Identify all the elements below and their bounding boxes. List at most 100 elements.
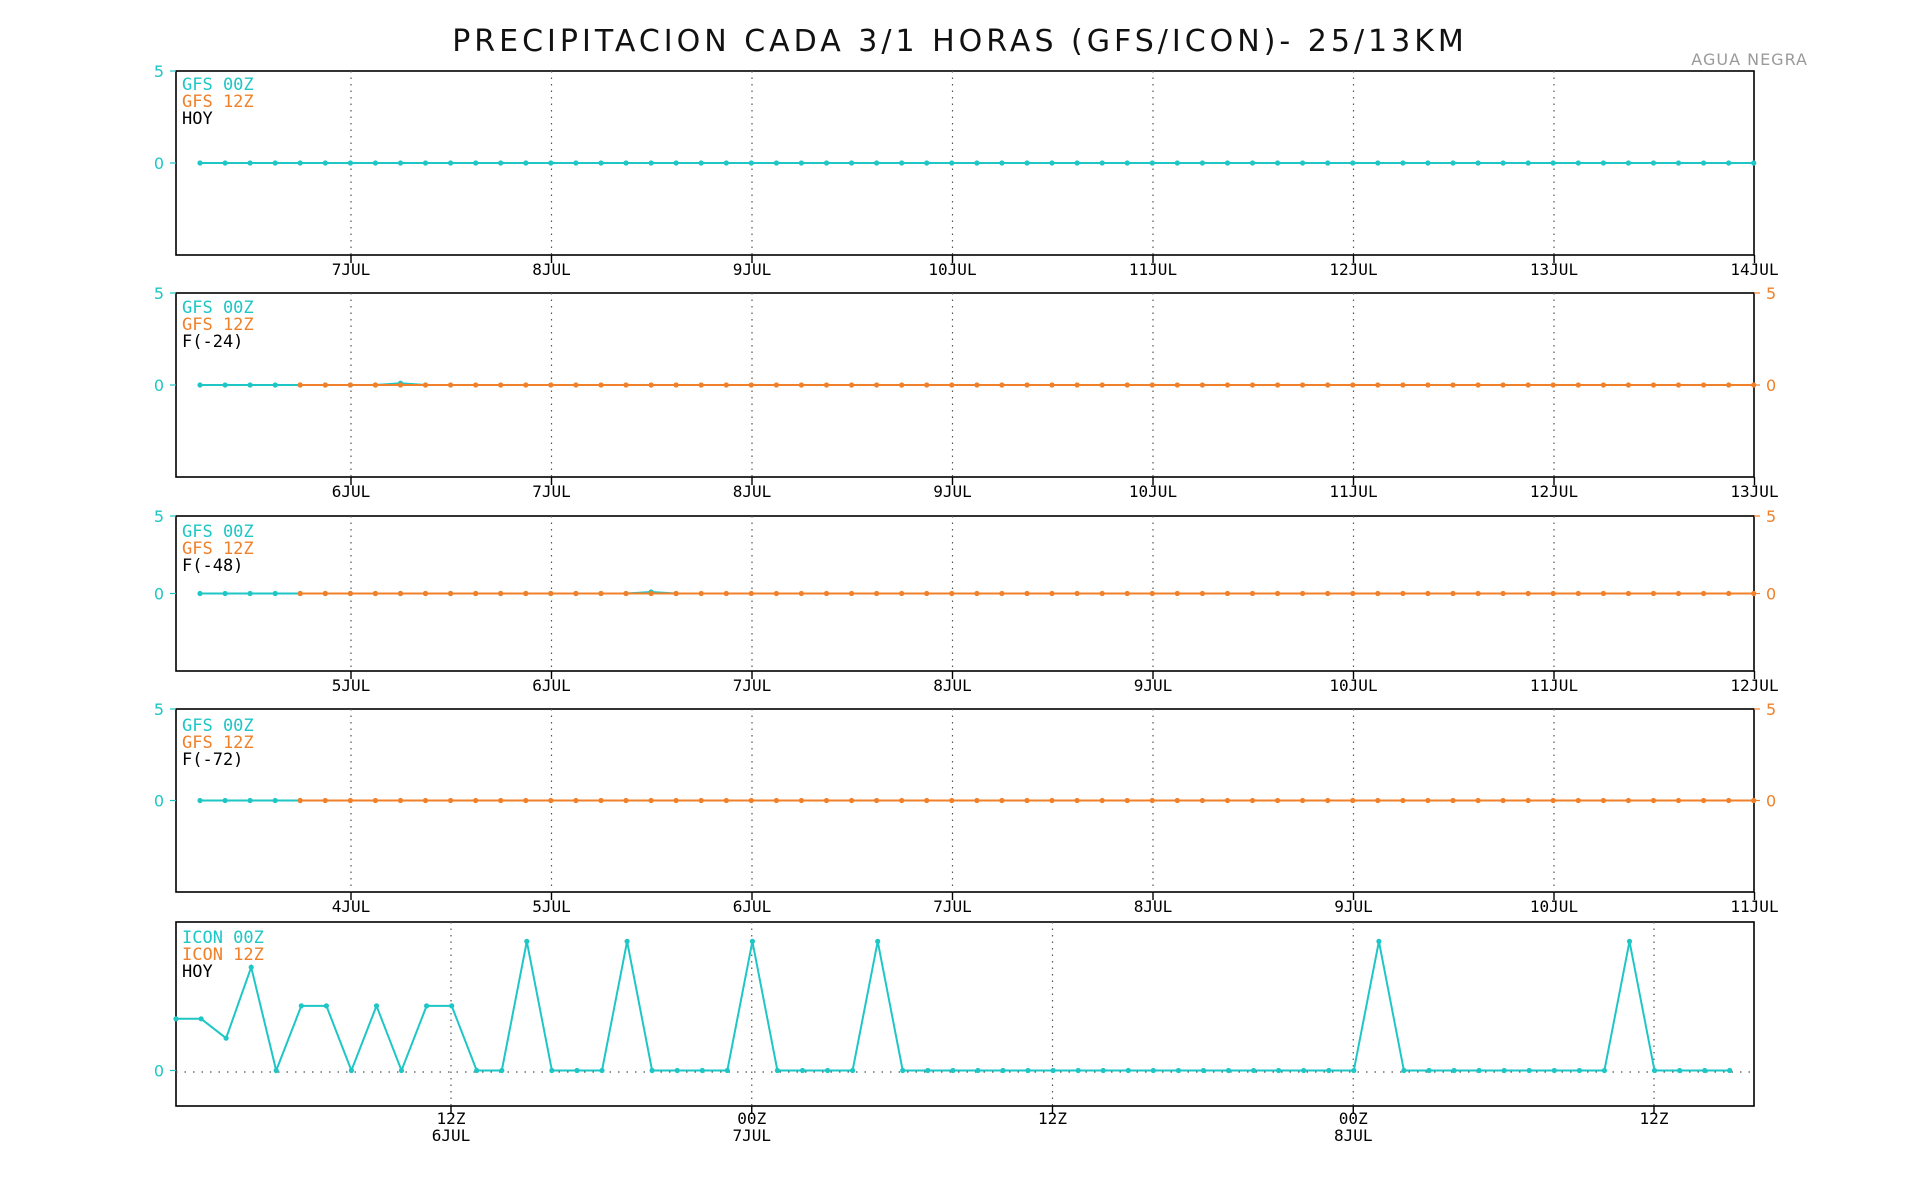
legend-series-00z: ICON 00Z [182,928,264,948]
data-point [598,160,604,166]
data-point [1300,160,1306,166]
x-tick-label-day: 8JUL [1334,1126,1373,1145]
data-point [1626,938,1633,945]
data-point [1425,382,1431,388]
data-point [723,160,729,166]
legend-run-label: F(-24) [182,332,244,352]
data-point [397,382,404,388]
data-point [1199,160,1205,166]
data-point [949,160,955,166]
data-point [272,590,278,597]
data-point [748,797,754,804]
x-tick-label: 9JUL [733,260,772,279]
data-point [422,382,429,388]
legend-panel-5: ICON 00Z ICON 12Z HOY [182,930,264,981]
data-point [1251,1067,1257,1074]
data-point [598,382,604,388]
x-tick-label: 7JUL [332,260,371,279]
x-tick-label: 5JUL [332,676,371,695]
x-tick-label: 10JUL [1530,897,1578,916]
data-point [899,797,905,804]
data-point [1401,1067,1407,1074]
data-point [348,1067,354,1074]
data-point [1525,797,1531,804]
data-point [297,590,303,597]
data-point [222,160,228,166]
data-point [699,1067,705,1074]
data-point [648,797,654,804]
data-point [1400,160,1406,166]
data-point [548,382,554,388]
data-point [1300,382,1306,388]
data-point [723,590,729,597]
data-point [899,160,905,166]
x-tick-label: 13JUL [1730,482,1778,501]
x-tick-label: 11JUL [1129,260,1177,279]
data-point [1049,797,1055,804]
data-point [1701,590,1707,597]
data-point [974,797,980,804]
x-tick-label: 8JUL [1134,897,1173,916]
data-point [372,160,378,166]
data-point [999,160,1005,166]
data-point [298,1003,304,1009]
data-point [548,590,554,597]
data-point [924,160,930,166]
data-point [1677,1067,1683,1074]
data-point [1275,160,1281,166]
data-point [1475,160,1481,166]
data-point [1224,382,1231,388]
data-point [197,382,203,388]
x-tick-label: 10JUL [928,260,976,279]
y-tick-label-left: 0 [154,376,164,395]
y-tick-label-left: 5 [154,700,164,719]
x-tick-label-hour: 12Z [437,1109,466,1128]
data-point [474,1067,480,1074]
data-point [723,382,729,388]
data-point [799,1067,806,1074]
y-tick-label-right: 0 [1766,585,1776,604]
data-point [849,797,855,804]
x-tick-label: 6JUL [532,676,571,695]
data-point [723,797,729,804]
y-tick-label-left: 5 [154,507,164,526]
data-point [974,382,980,388]
data-point [1050,1067,1056,1074]
x-tick-label: 8JUL [532,260,571,279]
data-point [1375,797,1381,804]
data-point [698,382,704,388]
data-point [1751,382,1757,388]
data-point [422,590,429,597]
data-point [1024,160,1030,166]
data-point [1300,590,1306,597]
data-point [1751,160,1757,166]
x-tick-label: 14JUL [1730,260,1778,279]
data-point [1450,797,1456,804]
data-point [524,938,530,945]
data-point [1000,1067,1006,1074]
data-point [975,1067,981,1074]
data-point [1726,382,1732,388]
data-point [748,160,754,166]
data-point [1024,590,1030,597]
x-tick-label: 13JUL [1530,260,1578,279]
data-point [623,160,629,166]
data-point [1600,590,1606,597]
data-point [900,1067,906,1074]
data-point [473,160,479,166]
legend-series-12z: GFS 12Z [182,315,254,335]
y-tick-label-right: 5 [1766,507,1776,526]
data-point [648,382,654,388]
data-point [825,1067,831,1074]
data-point [673,797,679,804]
legend-panel-1: GFS 00Z GFS 12Z HOY [182,77,254,128]
x-tick-label: 9JUL [1134,676,1173,695]
data-point [1174,382,1180,388]
data-point [1650,382,1657,388]
data-point [1199,797,1205,804]
data-point [623,382,629,388]
data-point [1075,1067,1081,1074]
data-point [223,1035,229,1041]
data-point [323,1003,329,1009]
data-point [1149,797,1155,804]
